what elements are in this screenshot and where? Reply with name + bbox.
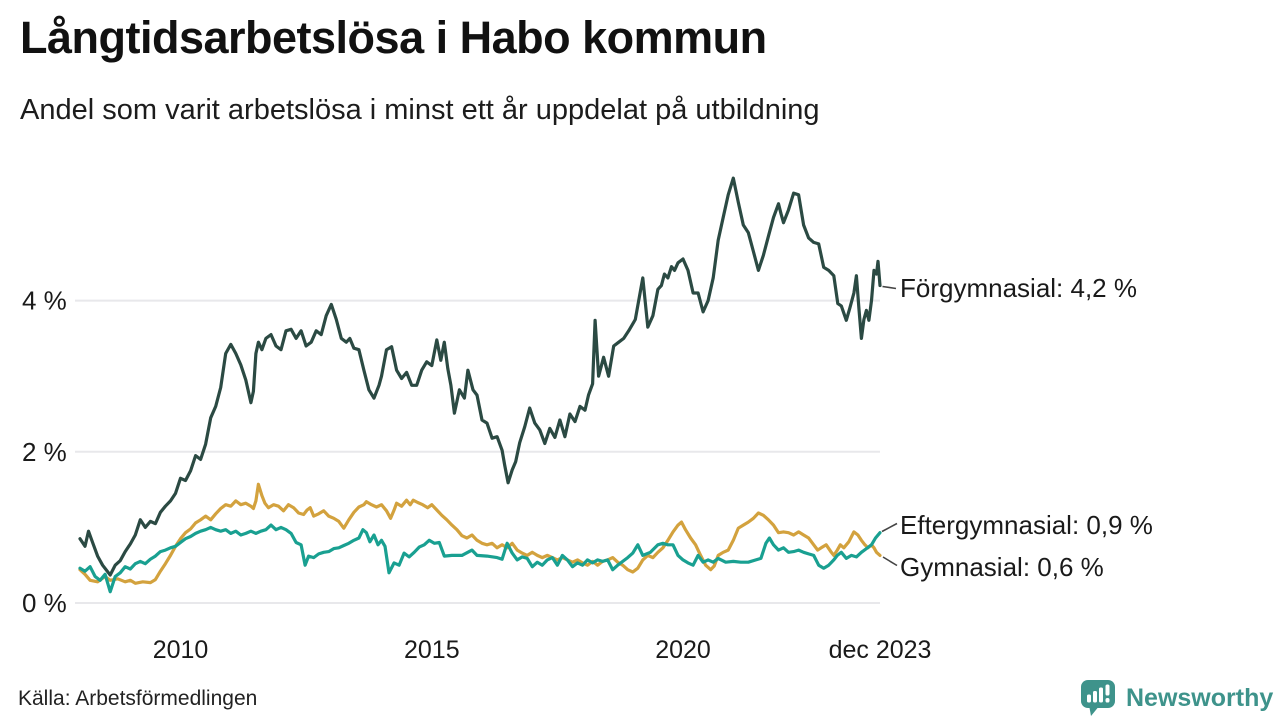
x-tick-label: 2020 bbox=[655, 636, 711, 664]
series-end-label-eftergymnasial: Eftergymnasial: 0,9 % bbox=[900, 510, 1153, 540]
newsworthy-wordmark: Newsworthy bbox=[1126, 683, 1274, 712]
series-label-connector-forgymnasial bbox=[882, 285, 897, 290]
chart-subtitle: Andel som varit arbetslösa i minst ett å… bbox=[20, 94, 820, 126]
series-label-connector-eftergymnasial bbox=[881, 522, 898, 533]
chart-title: Långtidsarbetslösa i Habo kommun bbox=[20, 12, 767, 63]
x-tick-label: 2010 bbox=[153, 636, 209, 664]
newsworthy-brand-link[interactable]: Newsworthy bbox=[1080, 679, 1273, 717]
series-label-connector-gymnasial bbox=[882, 556, 898, 567]
source-note: Källa: Arbetsförmedlingen bbox=[18, 687, 258, 710]
y-tick-label: 0 % bbox=[22, 588, 67, 618]
y-tick-label: 2 % bbox=[22, 437, 67, 467]
x-tick-label: dec 2023 bbox=[829, 636, 932, 664]
series-line-eftergymnasial bbox=[78, 523, 882, 594]
series-end-label-gymnasial: Gymnasial: 0,6 % bbox=[900, 552, 1104, 582]
series-line-gymnasial bbox=[78, 482, 882, 585]
y-tick-label: 4 % bbox=[22, 286, 67, 316]
series-line-forgymnasial bbox=[78, 176, 882, 577]
series-end-label-forgymnasial: Förgymnasial: 4,2 % bbox=[900, 273, 1137, 303]
x-tick-label: 2015 bbox=[404, 636, 460, 664]
newsworthy-logo-icon bbox=[1080, 679, 1117, 717]
